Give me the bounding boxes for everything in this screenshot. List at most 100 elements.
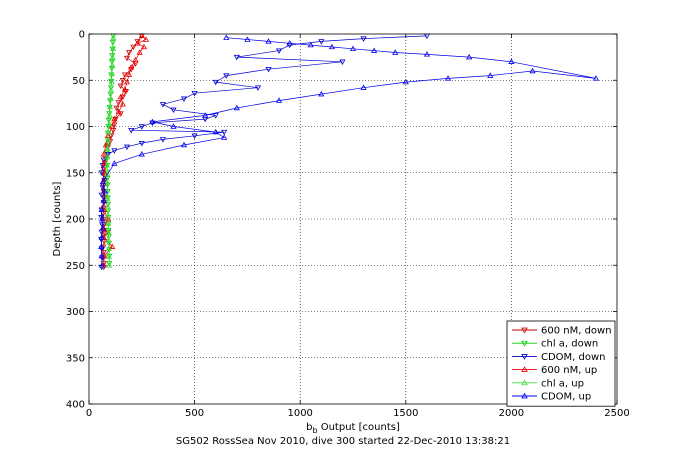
data-point xyxy=(104,137,112,143)
data-point xyxy=(107,139,114,145)
data-point xyxy=(109,243,116,249)
data-point xyxy=(100,151,107,157)
data-point xyxy=(123,78,131,85)
data-point xyxy=(592,75,599,81)
data-point xyxy=(105,228,112,235)
data-point xyxy=(123,55,131,62)
data-point xyxy=(121,86,128,92)
y-tick-label: 50 xyxy=(72,76,85,87)
data-point xyxy=(99,215,106,222)
data-point xyxy=(111,160,118,166)
data-point xyxy=(101,188,108,194)
data-point xyxy=(212,128,219,135)
data-point xyxy=(109,123,116,129)
legend: 600 nM, down chl a, down CDOM, down 600 nM,… xyxy=(506,320,616,407)
x-tick-label: 1500 xyxy=(393,408,418,419)
series-4 xyxy=(103,34,117,268)
x-axis-label-subscript: b xyxy=(312,426,317,435)
data-point xyxy=(105,117,112,124)
data-point xyxy=(103,162,111,168)
y-tick-label: 400 xyxy=(66,400,85,411)
data-point xyxy=(138,32,145,39)
data-point xyxy=(508,58,515,64)
data-point xyxy=(191,91,198,97)
data-point xyxy=(100,216,107,223)
legend-marker xyxy=(521,366,528,372)
data-point xyxy=(102,141,109,148)
data-point xyxy=(134,40,141,46)
data-point xyxy=(117,93,124,100)
data-point xyxy=(191,133,198,139)
data-point xyxy=(105,245,112,251)
data-point xyxy=(221,129,228,136)
data-point xyxy=(360,36,367,42)
data-point xyxy=(371,47,378,53)
data-point xyxy=(99,262,106,268)
legend-marker xyxy=(521,392,528,399)
data-point xyxy=(110,34,117,40)
data-point xyxy=(212,79,219,86)
legend-box xyxy=(506,320,616,407)
data-point xyxy=(104,153,111,160)
data-point xyxy=(107,95,114,101)
legend-entry: 600 nM, up xyxy=(512,365,597,376)
data-point xyxy=(286,40,293,46)
data-point xyxy=(149,120,156,127)
legend-marker xyxy=(521,327,528,334)
x-axis-label-rest: Output [counts] xyxy=(318,422,400,433)
data-point xyxy=(223,34,230,40)
legend-marker xyxy=(521,340,528,347)
data-point xyxy=(111,148,118,154)
data-point xyxy=(119,78,126,84)
data-point xyxy=(108,78,115,85)
data-point xyxy=(138,124,145,130)
data-point xyxy=(202,112,209,118)
legend-marker xyxy=(521,379,528,386)
data-point xyxy=(104,212,112,218)
data-point xyxy=(100,250,107,256)
data-point xyxy=(100,197,107,203)
data-point xyxy=(128,64,135,70)
data-point xyxy=(119,101,126,107)
y-tick-label: 250 xyxy=(66,261,85,272)
y-tick-label: 200 xyxy=(66,215,85,226)
data-point xyxy=(170,123,177,129)
data-point xyxy=(100,166,107,173)
data-point xyxy=(318,39,325,45)
data-point xyxy=(108,59,116,65)
data-point xyxy=(105,128,112,135)
data-point xyxy=(105,253,113,260)
data-point xyxy=(180,96,188,102)
data-point xyxy=(149,118,156,125)
data-point xyxy=(402,78,409,85)
data-point xyxy=(349,45,357,51)
data-point xyxy=(130,44,137,51)
data-point xyxy=(233,104,240,111)
data-point xyxy=(339,59,346,65)
data-point xyxy=(159,102,167,108)
data-point xyxy=(132,56,139,63)
data-point xyxy=(123,144,131,151)
data-point xyxy=(99,225,106,231)
data-point xyxy=(170,107,177,114)
data-point xyxy=(105,237,112,243)
data-point xyxy=(423,51,431,57)
data-point xyxy=(142,36,150,42)
data-point xyxy=(328,43,335,50)
data-point xyxy=(109,40,116,46)
data-point xyxy=(138,151,145,157)
data-point xyxy=(126,71,133,77)
data-point xyxy=(128,127,135,134)
data-point xyxy=(106,112,113,118)
data-point xyxy=(223,73,230,79)
x-axis-label-main: b xyxy=(306,422,312,433)
legend-label: chl a, up xyxy=(541,378,584,389)
data-point xyxy=(221,134,228,140)
legend-marker xyxy=(521,354,528,360)
data-point xyxy=(108,87,115,93)
legend-entry: 600 nM, down xyxy=(512,326,612,337)
legend-entry: CDOM, down xyxy=(512,352,606,363)
x-tick-label: 500 xyxy=(185,408,204,419)
data-point xyxy=(180,141,188,148)
data-point xyxy=(119,94,126,101)
